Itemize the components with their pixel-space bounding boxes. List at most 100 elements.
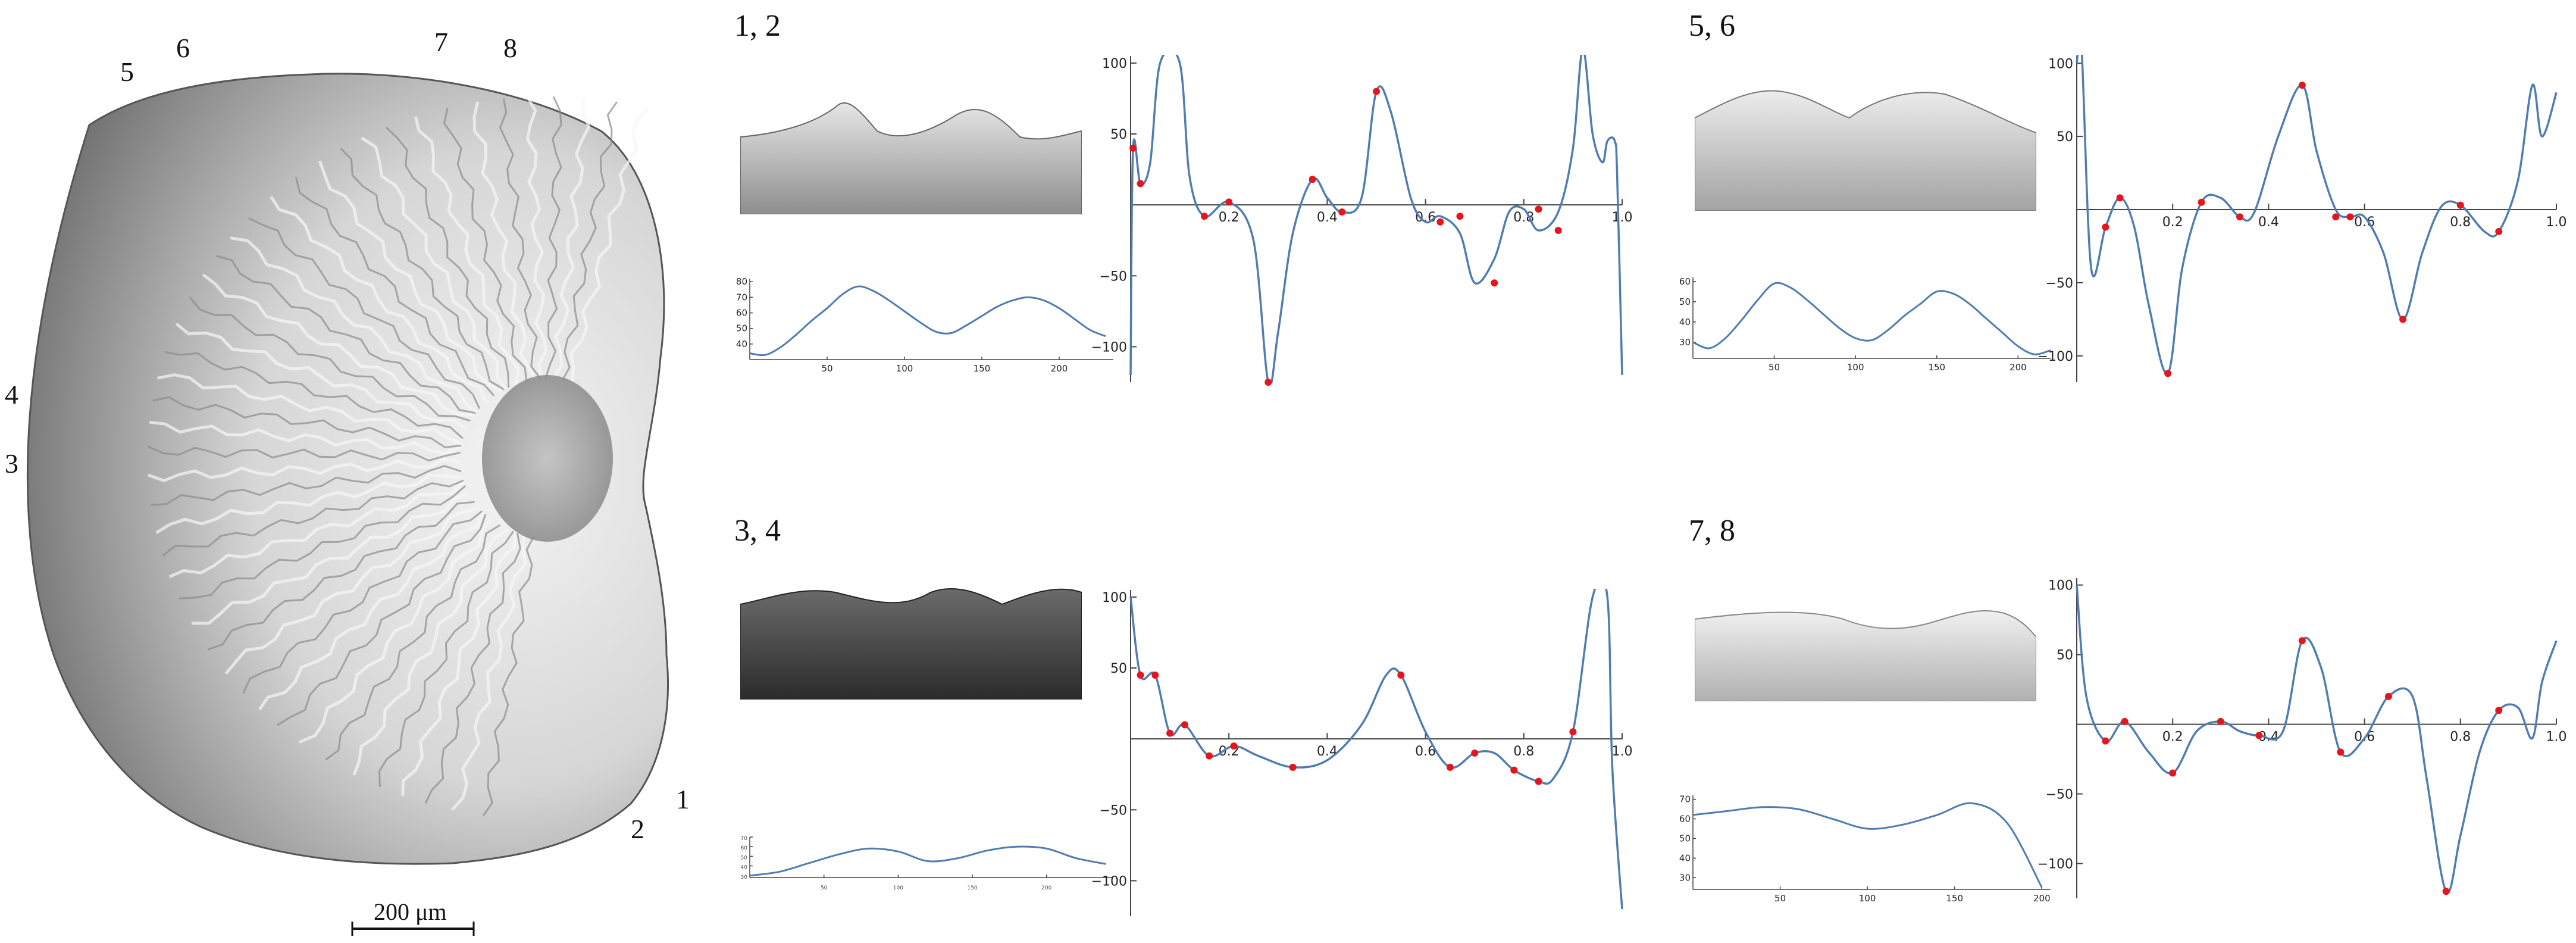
y-tick-label: 40 (1679, 853, 1691, 863)
specimen-ridge (424, 532, 521, 804)
curvature-marker (1436, 218, 1444, 226)
specimen-ridge (215, 255, 476, 414)
curvature-marker (1206, 752, 1213, 760)
curvature-marker (2337, 748, 2345, 756)
profile-chart-5-6: 60 50 40 30 50 100 150 200 (1679, 276, 2051, 373)
y-tick-label: 60 (736, 308, 747, 319)
specimen-ridge (147, 445, 461, 462)
specimen-ridge (270, 196, 487, 403)
y-tick-label: 40 (741, 865, 748, 871)
specimen-ridge (168, 480, 465, 579)
y-tick-label: 50 (1110, 661, 1127, 676)
specimen-ridge (318, 160, 502, 393)
curvature-marker (2164, 370, 2172, 377)
specimen-ridge (361, 136, 507, 390)
y-tick-label: −50 (2046, 276, 2073, 291)
surface-image-3-4 (740, 580, 1082, 700)
profile-line (749, 845, 1106, 877)
x-tick-label: 0.4 (1317, 744, 1338, 759)
x-tick-label: 1.0 (2546, 215, 2567, 230)
specimen-ridge (230, 236, 478, 413)
curvature-marker (2399, 316, 2407, 323)
curvature-line (2076, 585, 2558, 894)
x-tick-label: 0.8 (1513, 744, 1534, 759)
point-label-7: 7 (434, 27, 448, 57)
y-tick-label: 100 (2048, 57, 2073, 71)
x-tick-label: 0.2 (1219, 210, 1240, 225)
y-tick-label: 60 (741, 845, 748, 851)
scale-bar-label: 200 μm (374, 898, 447, 925)
x-tick-label: 150 (974, 363, 991, 374)
y-tick-label: 50 (2057, 648, 2073, 663)
x-tick-label: 100 (1847, 362, 1864, 373)
curvature-marker (2102, 223, 2109, 231)
x-tick-label: 200 (1051, 363, 1068, 374)
point-label-3: 3 (5, 448, 18, 479)
y-tick-label: 80 (736, 276, 747, 287)
specimen-panel (0, 0, 684, 940)
curvature-marker (1446, 763, 1454, 771)
point-label-5: 5 (120, 57, 134, 87)
curvature-marker (1137, 671, 1144, 679)
x-tick-label: 0.4 (1317, 210, 1338, 225)
curvature-line (2076, 55, 2558, 375)
curvature-marker (2121, 717, 2129, 725)
x-tick-label: 200 (1041, 885, 1051, 891)
specimen-ridge (561, 101, 618, 381)
specimen-ridge (179, 485, 467, 599)
y-tick-label: 70 (736, 292, 747, 302)
x-tick-label: 100 (896, 363, 913, 374)
y-tick-label: 30 (1679, 337, 1691, 348)
x-tick-label: 0.8 (2450, 730, 2471, 745)
x-tick-label: 150 (1946, 893, 1963, 904)
x-tick-label: 150 (1928, 362, 1945, 373)
specimen-ridge (340, 148, 505, 391)
curvature-marker (2255, 732, 2263, 739)
y-tick-label: −100 (2037, 349, 2073, 364)
y-tick-label: 30 (741, 875, 748, 880)
specimen-ridge (550, 98, 591, 380)
specimen-ridge (155, 473, 463, 535)
specimen-center (482, 375, 613, 542)
surface-image-1-2 (740, 89, 1082, 215)
specimen-ridge (161, 479, 464, 557)
specimen-ridge (277, 514, 487, 726)
specimen-ridges (147, 96, 650, 817)
panel-label-3-4: 3, 4 (734, 514, 781, 548)
specimen-ridge (189, 296, 471, 422)
profile-line (1692, 282, 2051, 355)
curvature-marker (2298, 637, 2306, 645)
x-tick-label: 50 (1774, 893, 1786, 904)
x-tick-label: 0.4 (2258, 215, 2279, 230)
specimen-ridge (378, 530, 514, 788)
x-tick-label: 0.2 (2162, 730, 2183, 745)
specimen-ridge (544, 96, 562, 380)
specimen-ridge (175, 322, 467, 431)
y-tick-label: −100 (1091, 340, 1127, 355)
profile-chart-3-4: 70 60 50 40 30 50 100 150 200 (741, 836, 1113, 891)
x-tick-label: 50 (821, 885, 828, 891)
specimen-ridge (450, 534, 527, 811)
curvature-marker (2332, 213, 2340, 221)
profile-line (1692, 802, 2043, 888)
x-tick-label: 1.0 (1612, 210, 1633, 225)
curvature-marker (1373, 88, 1380, 95)
specimen-ridge (149, 420, 462, 455)
specimen-ridge (525, 96, 547, 380)
specimen-ridge (569, 107, 650, 383)
y-tick-label: −100 (2037, 857, 2073, 872)
profile-line (749, 285, 1106, 357)
y-tick-label: −50 (1100, 269, 1127, 284)
x-tick-label: 200 (2010, 362, 2027, 373)
curvature-marker (1338, 208, 1346, 216)
curvature-marker (2346, 213, 2354, 221)
specimen-ridge (242, 510, 483, 694)
specimen-ridge (385, 126, 510, 388)
curvature-marker (1569, 728, 1577, 736)
x-tick-label: 150 (967, 885, 977, 891)
curvature-marker (2198, 198, 2205, 206)
y-tick-label: 50 (1110, 127, 1127, 142)
